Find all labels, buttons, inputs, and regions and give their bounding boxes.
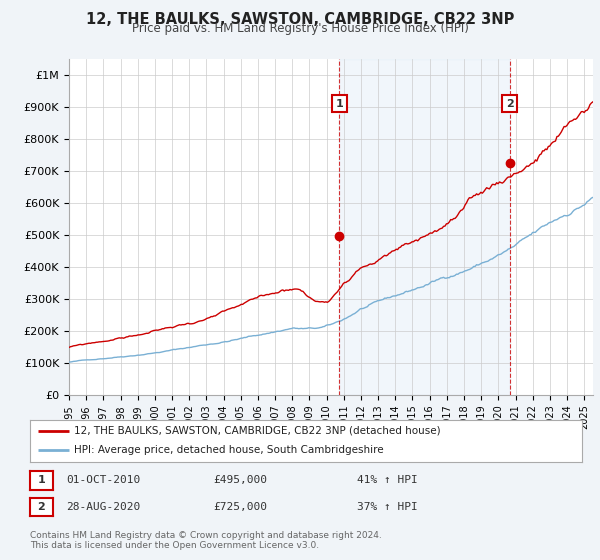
Text: 2: 2	[38, 502, 45, 512]
Bar	[340, 59, 509, 395]
Text: 1: 1	[38, 475, 45, 486]
Text: 01-OCT-2010: 01-OCT-2010	[66, 475, 140, 486]
Text: 12, THE BAULKS, SAWSTON, CAMBRIDGE, CB22 3NP: 12, THE BAULKS, SAWSTON, CAMBRIDGE, CB22…	[86, 12, 514, 27]
Text: Price paid vs. HM Land Registry's House Price Index (HPI): Price paid vs. HM Land Registry's House …	[131, 22, 469, 35]
Text: 41% ↑ HPI: 41% ↑ HPI	[357, 475, 418, 486]
Text: 28-AUG-2020: 28-AUG-2020	[66, 502, 140, 512]
Text: 37% ↑ HPI: 37% ↑ HPI	[357, 502, 418, 512]
Text: 1: 1	[335, 99, 343, 109]
Text: Contains HM Land Registry data © Crown copyright and database right 2024.
This d: Contains HM Land Registry data © Crown c…	[30, 531, 382, 550]
Text: 2: 2	[506, 99, 514, 109]
Text: HPI: Average price, detached house, South Cambridgeshire: HPI: Average price, detached house, Sout…	[74, 445, 384, 455]
Text: 12, THE BAULKS, SAWSTON, CAMBRIDGE, CB22 3NP (detached house): 12, THE BAULKS, SAWSTON, CAMBRIDGE, CB22…	[74, 426, 441, 436]
Text: £725,000: £725,000	[213, 502, 267, 512]
Text: £495,000: £495,000	[213, 475, 267, 486]
